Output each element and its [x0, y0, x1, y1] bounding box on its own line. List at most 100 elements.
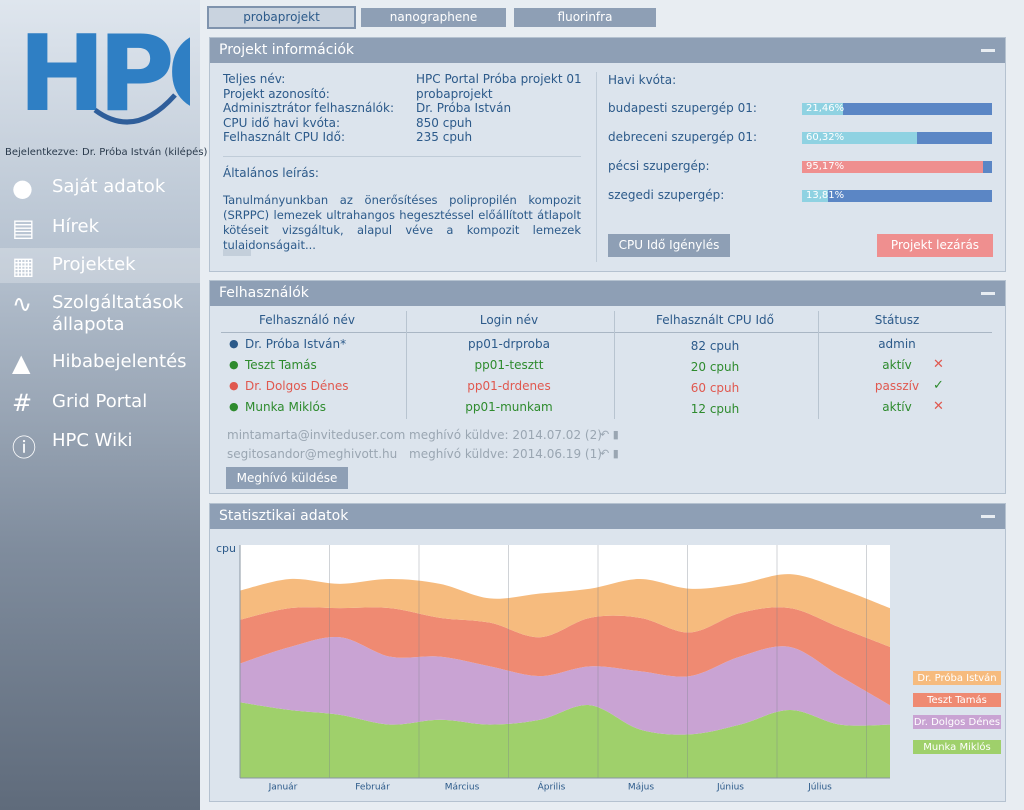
user-cell: passzív	[874, 379, 920, 393]
user-name: Munka Miklós	[245, 400, 327, 414]
quota-bar	[802, 161, 983, 173]
table-header: Felhasználó név	[258, 313, 355, 327]
status-action[interactable]: ✓	[933, 378, 944, 393]
user-cell: 20 cpuh	[690, 360, 740, 374]
user-cell: 60 cpuh	[690, 381, 740, 395]
sidebar: HPC Bejelentkezve: Dr. Próba István (kil…	[0, 0, 207, 810]
tab[interactable]: probaprojekt	[207, 6, 356, 29]
menu-icon: ▦	[12, 252, 35, 280]
legend-label: Munka Miklós	[923, 741, 991, 753]
quota-name: szegedi szupergép:	[608, 188, 725, 202]
field-label: Teljes név:	[223, 72, 286, 86]
panel-header: Felhasználók	[210, 281, 1005, 306]
menu-item[interactable]: HPC Wiki	[52, 430, 133, 451]
tab[interactable]: fluorinfra	[514, 8, 656, 27]
user-cell: aktív	[882, 400, 912, 414]
legend-swatch	[913, 715, 1001, 729]
y-axis-label: cpu	[216, 542, 236, 555]
legend-label: Dr. Próba István	[917, 672, 996, 684]
user-icon: ●	[229, 358, 239, 371]
menu-highlight	[0, 248, 200, 283]
table-header: Felhasznált CPU Idő	[656, 313, 774, 327]
user-name: Dr. Dolgos Dénes	[245, 379, 349, 393]
menu-icon: #	[12, 389, 33, 417]
x-tick-label: Január	[268, 783, 298, 793]
user-cell: admin	[878, 337, 916, 351]
invite-actions[interactable]: ↶ ▮	[600, 428, 619, 441]
x-tick-label: Március	[445, 783, 480, 793]
field-value: Dr. Próba István	[416, 101, 512, 115]
tab[interactable]: nanographene	[361, 8, 506, 27]
users-panel: Felhasználók Meghívó küldése	[209, 280, 1006, 494]
user-cell: pp01-drproba	[468, 337, 550, 351]
invite-button[interactable]: Meghívó küldése	[226, 467, 348, 489]
area	[240, 607, 890, 706]
legend-swatch	[913, 693, 1001, 707]
quota-bar	[802, 132, 917, 144]
chart: cpu Január Február Március Április Május Júni…	[216, 542, 1001, 793]
user-name: Teszt Tamás	[245, 358, 317, 372]
user-cell: pp01-drdenes	[467, 379, 551, 393]
quota-name: debreceni szupergép 01:	[608, 130, 758, 144]
menu-icon: ▲	[12, 349, 31, 377]
panel-title: Projekt információk	[219, 42, 355, 58]
menu-item[interactable]: Projektek	[52, 254, 136, 275]
table-header: Login név	[479, 313, 539, 327]
menu-icon: ●	[12, 174, 33, 202]
login-label: Bejelentkezve:	[5, 147, 79, 158]
user-icon: ●	[229, 379, 239, 392]
menu-item[interactable]: Grid Portal	[52, 391, 148, 412]
cpu-request-button[interactable]: CPU Idő Igénylés	[608, 234, 730, 257]
status-action[interactable]: ✕	[933, 399, 944, 414]
x-tick-label: Június	[716, 783, 744, 793]
legend-swatch	[913, 740, 1001, 754]
description: Tanulmányunkban az önerősítéses poliprop…	[223, 193, 581, 252]
invite-sent: meghívó küldve: 2014.06.19 (1)	[409, 447, 602, 461]
field-label: Projekt azonosító:	[223, 86, 330, 101]
field-value: HPC Portal Próba projekt 01	[416, 72, 582, 86]
panel-title: Statisztikai adatok	[219, 508, 349, 524]
area	[240, 636, 890, 735]
user-cell: aktív	[882, 358, 912, 372]
menu-icon: ∿	[12, 290, 33, 318]
panel-title: Felhasználók	[219, 285, 309, 301]
user-cell: pp01-tesztt	[474, 358, 544, 372]
login-user[interactable]: Dr. Próba István (kilépés)	[82, 147, 208, 158]
menu-item[interactable]: Hibabejelentés	[52, 351, 187, 372]
menu-item[interactable]: Szolgáltatások állapota	[52, 292, 184, 335]
x-tick-label: Május	[628, 783, 654, 793]
invite-email: mintamarta@inviteduser.com	[227, 428, 406, 442]
logo: HPC	[18, 13, 190, 135]
invite-sent: meghívó küldve: 2014.07.02 (2)	[409, 428, 602, 442]
quota-bar-bg	[802, 190, 992, 202]
project-panel: Projekt információk Általános leírás: Ta…	[209, 37, 1006, 272]
user-cell: pp01-munkam	[465, 400, 553, 414]
status-action[interactable]: ✕	[933, 357, 944, 372]
desc-title: Általános leírás:	[223, 166, 319, 180]
x-tick-label: Április	[538, 781, 566, 793]
panel-header: Statisztikai adatok	[210, 504, 1005, 529]
field-value: 235 cpuh	[416, 130, 473, 144]
x-tick-label: Február	[355, 783, 390, 793]
quota-bar	[802, 103, 843, 115]
field-label: CPU idő havi kvóta:	[223, 115, 341, 130]
user-name: Dr. Próba István*	[245, 337, 347, 351]
legend-label: Dr. Dolgos Dénes	[914, 716, 1000, 728]
area	[240, 574, 890, 647]
invite-actions[interactable]: ↶ ▮	[600, 447, 619, 460]
field-label: Adminisztrátor felhasználók:	[223, 101, 394, 115]
panel-header: Projekt információk	[210, 38, 1005, 63]
menu-item[interactable]: Hírek	[52, 216, 100, 237]
quota-label: 60,32%	[806, 132, 845, 143]
quota-name: pécsi szupergép:	[608, 159, 710, 173]
quota-label: 13,81%	[806, 190, 845, 201]
field-value: 850 cpuh	[416, 115, 473, 130]
quota-label: 21,46%	[806, 103, 845, 114]
menu-icon: ⓘ	[12, 434, 36, 462]
table-header: Státusz	[874, 313, 920, 327]
close-project-button[interactable]: Projekt lezárás	[877, 234, 993, 257]
menu-item[interactable]: Saját adatok	[52, 176, 166, 197]
menu-icon: ▤	[12, 214, 35, 242]
user-cell: 82 cpuh	[690, 339, 740, 353]
quota-title: Havi kvóta:	[608, 73, 677, 87]
